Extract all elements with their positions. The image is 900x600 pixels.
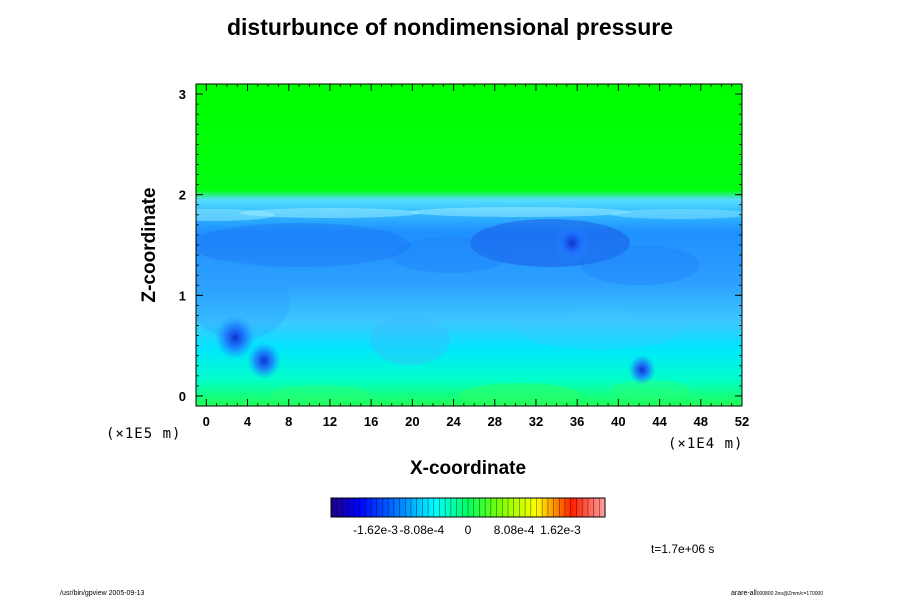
x-tick-label: 36 xyxy=(570,414,584,429)
x-tick-label: 28 xyxy=(488,414,502,429)
field-texture xyxy=(270,385,370,405)
field-minimum xyxy=(247,342,281,380)
colorbar-tick-label: -1.62e-3 xyxy=(353,523,398,537)
field-texture xyxy=(610,380,690,400)
footer-file: arare-all000800 2no@Zmm/c=170000 xyxy=(731,590,823,597)
field-texture xyxy=(370,315,450,365)
x-tick-label: 20 xyxy=(405,414,419,429)
time-label: t=1.7e+06 s xyxy=(651,542,715,556)
x-axis-label: X-coordinate xyxy=(409,458,527,479)
y-tick-label: 3 xyxy=(179,87,186,102)
x-tick-label: 52 xyxy=(735,414,749,429)
colorbar-tick-label: -8.08e-4 xyxy=(400,523,445,537)
field-texture xyxy=(196,260,290,340)
x-tick-label: 16 xyxy=(364,414,378,429)
y-tick-label: 1 xyxy=(179,288,186,303)
y-axis-label: Z-coordinate xyxy=(139,187,160,303)
y-unit-label: (×1E5 m) xyxy=(106,426,182,442)
field-texture xyxy=(240,208,420,218)
colorbar-tick-label: 0 xyxy=(465,523,472,537)
x-tick-label: 4 xyxy=(244,414,252,429)
field-texture xyxy=(460,383,580,406)
colorbar: -1.62e-3 -8.08e-4 0 8.08e-4 1.62e-3 xyxy=(330,497,606,537)
colorbar-tick-label: 1.62e-3 xyxy=(540,523,581,537)
field-texture xyxy=(390,237,510,273)
pressure-field xyxy=(196,84,742,406)
x-tick-label: 0 xyxy=(203,414,210,429)
field-texture xyxy=(470,219,630,267)
footer-file-sub: 000800 2no@Zmm/c=170000 xyxy=(756,591,824,597)
colorbar-tick-label: 8.08e-4 xyxy=(494,523,535,537)
chart-title: disturbunce of nondimensional pressure xyxy=(226,14,673,40)
x-tick-label: 48 xyxy=(694,414,708,429)
field-texture xyxy=(410,207,630,217)
footer-file-name: arare-all xyxy=(731,590,757,597)
x-tick-label: 44 xyxy=(652,414,667,429)
y-tick-label: 2 xyxy=(179,188,186,203)
x-tick-label: 12 xyxy=(323,414,337,429)
field-texture xyxy=(580,245,700,285)
y-tick-label: 0 xyxy=(179,389,186,404)
x-tick-label: 24 xyxy=(446,414,461,429)
plot-frame xyxy=(195,83,743,407)
field-minimum xyxy=(215,315,256,360)
field-texture xyxy=(520,310,680,350)
field-minimum xyxy=(553,222,591,264)
field-texture xyxy=(196,223,410,267)
x-tick-label: 8 xyxy=(285,414,292,429)
x-tick-label: 40 xyxy=(611,414,625,429)
x-tick-label: 32 xyxy=(529,414,543,429)
field-texture xyxy=(610,209,742,219)
footer-command: /usr/bin/gpview 2005-09-13 xyxy=(60,590,145,597)
field-minimum xyxy=(628,354,656,385)
x-unit-label: (×1E4 m) xyxy=(668,436,744,452)
